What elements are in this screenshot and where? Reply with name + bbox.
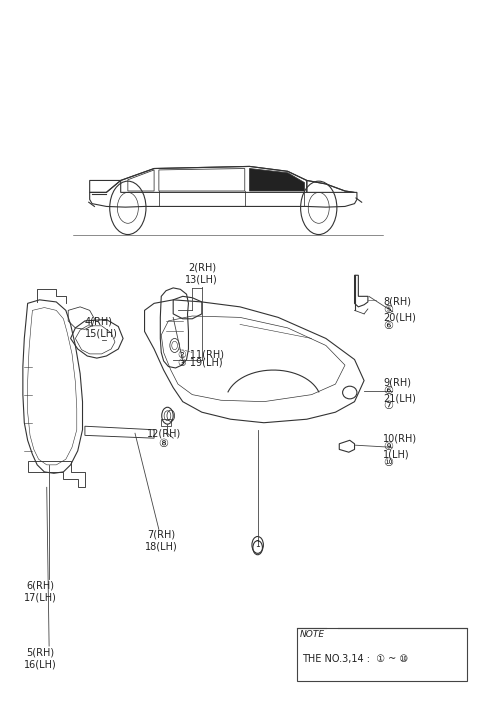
Text: 20(LH): 20(LH) bbox=[383, 312, 416, 322]
Text: 12(RH): 12(RH) bbox=[146, 429, 181, 439]
Text: 10(RH): 10(RH) bbox=[383, 434, 417, 443]
Text: ⑥: ⑥ bbox=[383, 386, 393, 396]
Text: 7(RH)
18(LH): 7(RH) 18(LH) bbox=[145, 529, 178, 551]
Polygon shape bbox=[250, 168, 304, 191]
Text: THE NO.3,14 :  ① ~ ⑩: THE NO.3,14 : ① ~ ⑩ bbox=[302, 654, 408, 664]
Text: 21(LH): 21(LH) bbox=[383, 393, 416, 403]
Text: ⑧: ⑧ bbox=[159, 439, 168, 449]
Text: 1: 1 bbox=[255, 541, 260, 549]
Text: 1(LH): 1(LH) bbox=[383, 449, 410, 459]
Text: 5(RH)
16(LH): 5(RH) 16(LH) bbox=[24, 647, 57, 669]
Text: 6(RH)
17(LH): 6(RH) 17(LH) bbox=[24, 581, 57, 602]
Text: ⑥: ⑥ bbox=[383, 321, 393, 331]
Text: ② 11(RH): ② 11(RH) bbox=[178, 350, 224, 360]
Text: ⑩: ⑩ bbox=[383, 458, 393, 467]
Text: 2(RH)
13(LH): 2(RH) 13(LH) bbox=[185, 263, 218, 284]
Text: 9(RH): 9(RH) bbox=[383, 378, 411, 388]
Text: NOTE: NOTE bbox=[300, 630, 325, 639]
Text: 8(RH): 8(RH) bbox=[383, 297, 411, 307]
Text: ③ 19(LH): ③ 19(LH) bbox=[178, 358, 223, 368]
Text: 4(RH)
15(LH): 4(RH) 15(LH) bbox=[85, 317, 118, 338]
Text: ⑦: ⑦ bbox=[383, 401, 393, 412]
Text: ⑨: ⑨ bbox=[383, 442, 393, 452]
Text: ⑤: ⑤ bbox=[383, 305, 393, 315]
